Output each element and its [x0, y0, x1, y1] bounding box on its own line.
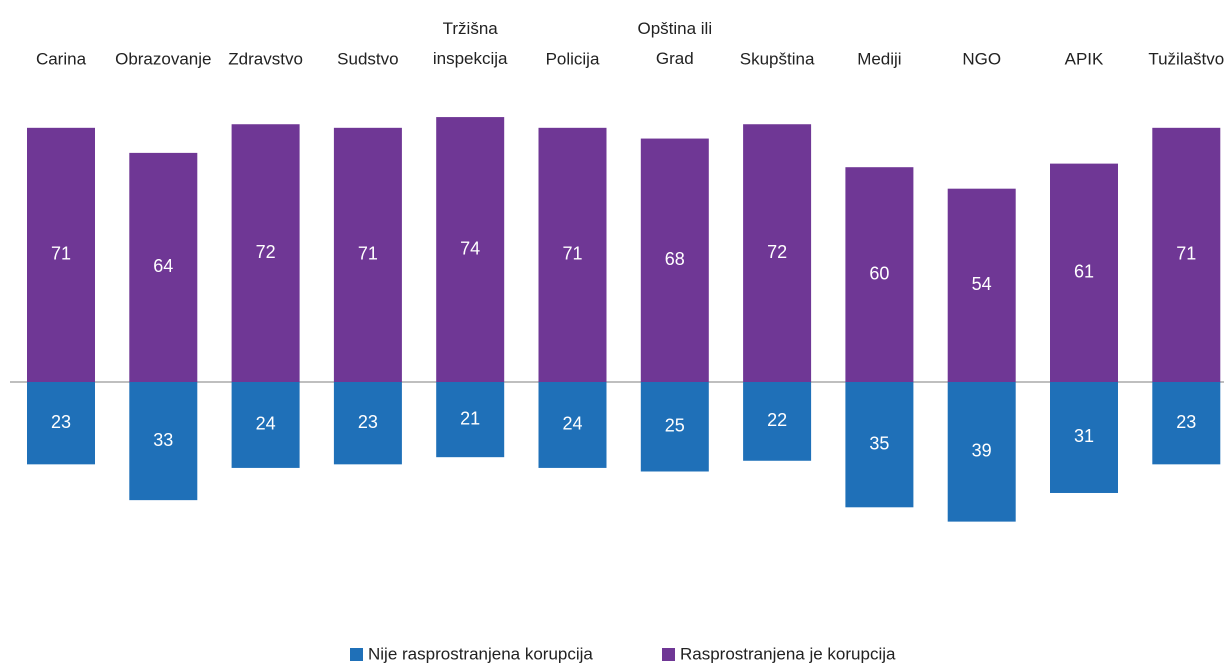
- category-label: Sudstvo: [337, 49, 398, 68]
- bar: [845, 167, 914, 382]
- bar: [129, 382, 198, 501]
- category-label: Tužilaštvo: [1148, 49, 1224, 68]
- value-label: 74: [460, 238, 480, 258]
- value-label: 71: [562, 244, 582, 264]
- bar: [436, 117, 505, 382]
- bar: [333, 382, 402, 465]
- category-label: Zdravstvo: [228, 49, 303, 68]
- value-label: 68: [665, 249, 685, 269]
- value-label: 25: [665, 416, 685, 436]
- value-label: 31: [1074, 426, 1094, 446]
- category-label: Tržišna inspekcija: [433, 19, 508, 68]
- bar: [743, 382, 812, 461]
- category-label: Carina: [36, 49, 87, 68]
- value-label: 61: [1074, 262, 1094, 282]
- bar: [947, 382, 1016, 522]
- value-label: 24: [256, 414, 276, 434]
- value-label: 54: [972, 274, 992, 294]
- category-label: Mediji: [857, 49, 901, 68]
- value-label: 72: [256, 242, 276, 262]
- bar: [1050, 382, 1118, 493]
- bar: [845, 382, 914, 508]
- value-label: 23: [51, 412, 71, 432]
- bar: [27, 127, 95, 382]
- bar: [1152, 382, 1221, 465]
- legend-swatch: [662, 648, 675, 661]
- value-label: 35: [869, 433, 889, 453]
- value-label: 64: [153, 256, 173, 276]
- bar: [743, 124, 812, 383]
- bar: [436, 382, 505, 458]
- bar: [1050, 163, 1118, 382]
- bar: [231, 124, 300, 383]
- value-label: 71: [51, 244, 71, 264]
- category-label: APIK: [1065, 49, 1104, 68]
- bar: [333, 127, 402, 382]
- bar: [27, 382, 95, 465]
- value-label: 39: [972, 441, 992, 461]
- legend-swatch: [350, 648, 363, 661]
- value-label: 71: [1176, 244, 1196, 264]
- bar: [640, 138, 709, 382]
- legend-label: Rasprostranjena je korupcija: [680, 644, 896, 663]
- value-label: 33: [153, 430, 173, 450]
- value-label: 71: [358, 244, 378, 264]
- value-label: 60: [869, 263, 889, 283]
- value-label: 21: [460, 408, 480, 428]
- category-label: Policija: [546, 49, 600, 68]
- value-label: 72: [767, 242, 787, 262]
- bar: [129, 152, 198, 382]
- bar: [640, 382, 709, 472]
- category-label: Obrazovanje: [115, 49, 211, 68]
- value-label: 23: [358, 412, 378, 432]
- category-label: Skupština: [740, 49, 815, 68]
- bar: [538, 127, 607, 382]
- value-label: 24: [562, 414, 582, 434]
- legend-label: Nije rasprostranjena korupcija: [368, 644, 593, 663]
- value-label: 22: [767, 410, 787, 430]
- bar: [1152, 127, 1221, 382]
- bar: [947, 188, 1016, 382]
- category-label: Opština ili Grad: [637, 19, 712, 68]
- category-label: NGO: [962, 49, 1001, 68]
- bar: [231, 382, 300, 468]
- value-label: 23: [1176, 412, 1196, 432]
- bar: [538, 382, 607, 468]
